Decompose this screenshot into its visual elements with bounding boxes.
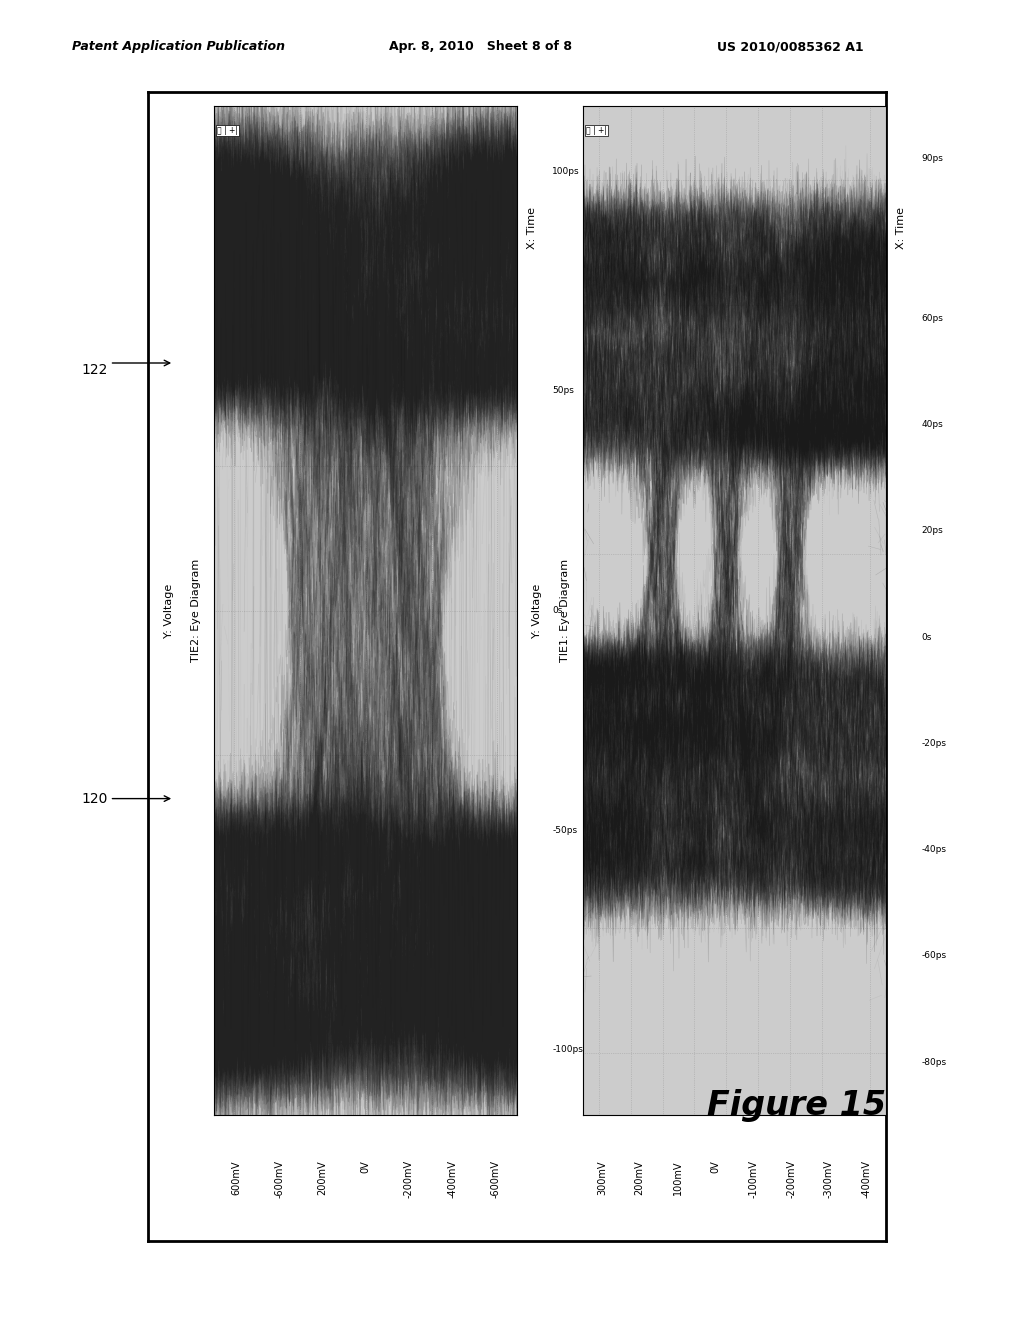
Text: 200mV: 200mV xyxy=(317,1160,328,1195)
Text: Apr. 8, 2010   Sheet 8 of 8: Apr. 8, 2010 Sheet 8 of 8 xyxy=(389,40,572,53)
Text: 0V: 0V xyxy=(360,1160,371,1173)
Text: US 2010/0085362 A1: US 2010/0085362 A1 xyxy=(717,40,863,53)
Text: -20ps: -20ps xyxy=(922,739,946,748)
Text: 90ps: 90ps xyxy=(922,154,943,164)
Text: 200mV: 200mV xyxy=(635,1160,645,1195)
Text: 0s: 0s xyxy=(922,632,932,642)
Text: 0V: 0V xyxy=(711,1160,721,1173)
Text: TIE2: Eye Diagram: TIE2: Eye Diagram xyxy=(191,558,202,663)
Text: 120: 120 xyxy=(82,792,109,805)
Text: -600mV: -600mV xyxy=(274,1160,285,1199)
Text: -200mV: -200mV xyxy=(786,1160,796,1199)
Text: 100ps: 100ps xyxy=(552,166,580,176)
Text: -100ps: -100ps xyxy=(552,1045,584,1055)
Text: Y: Voltage: Y: Voltage xyxy=(164,583,174,638)
Text: -50ps: -50ps xyxy=(552,825,578,834)
Text: X: Time: X: Time xyxy=(527,206,538,248)
Text: X: Time: X: Time xyxy=(896,206,906,248)
Text: TIE1: Eye Diagram: TIE1: Eye Diagram xyxy=(560,558,570,663)
Text: Ⓢ | +|: Ⓢ | +| xyxy=(217,125,239,135)
Text: 50ps: 50ps xyxy=(552,387,574,396)
Text: 122: 122 xyxy=(82,363,109,376)
Text: Figure 15: Figure 15 xyxy=(707,1089,886,1122)
Text: -400mV: -400mV xyxy=(862,1160,871,1199)
Text: Ⓢ | +|: Ⓢ | +| xyxy=(586,125,607,135)
Text: 60ps: 60ps xyxy=(922,314,943,322)
Text: -200mV: -200mV xyxy=(403,1160,414,1199)
Text: 20ps: 20ps xyxy=(922,527,943,536)
Text: -300mV: -300mV xyxy=(824,1160,834,1199)
Text: -600mV: -600mV xyxy=(490,1160,501,1199)
Text: -100mV: -100mV xyxy=(749,1160,758,1199)
Text: 100mV: 100mV xyxy=(673,1160,683,1195)
Text: Patent Application Publication: Patent Application Publication xyxy=(72,40,285,53)
Text: -400mV: -400mV xyxy=(447,1160,458,1199)
Text: -40ps: -40ps xyxy=(922,845,946,854)
Text: -80ps: -80ps xyxy=(922,1057,946,1067)
Text: -60ps: -60ps xyxy=(922,952,946,961)
Text: 600mV: 600mV xyxy=(230,1160,241,1195)
Text: 0s: 0s xyxy=(552,606,563,615)
Text: Y: Voltage: Y: Voltage xyxy=(532,583,543,638)
Text: 300mV: 300mV xyxy=(597,1160,607,1195)
Text: 40ps: 40ps xyxy=(922,420,943,429)
